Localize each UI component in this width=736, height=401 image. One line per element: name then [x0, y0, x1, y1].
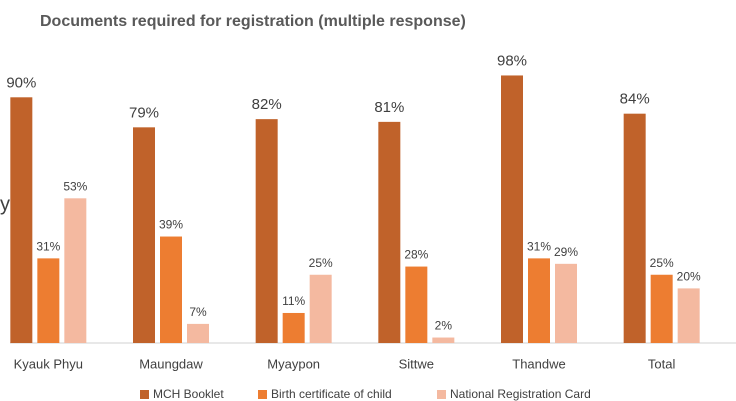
bar [555, 263, 577, 343]
bar [378, 121, 401, 344]
data-label: 11% [282, 294, 305, 308]
x-tick-label: Thandwe [512, 356, 565, 371]
bar [501, 75, 523, 344]
bar [160, 236, 182, 343]
legend-swatch [140, 390, 149, 399]
data-label: 31% [527, 240, 551, 254]
bar [187, 323, 209, 343]
bar [528, 258, 550, 343]
x-tick-label: Maungdaw [139, 356, 203, 371]
legend-label: MCH Booklet [153, 387, 224, 401]
chart-title: Documents required for registration (mul… [40, 13, 466, 30]
data-label: 53% [63, 179, 87, 193]
bar [282, 312, 305, 343]
data-label: 84% [620, 91, 650, 108]
x-tick-label: Kyauk Phyu [14, 356, 83, 371]
bar [37, 258, 60, 343]
x-tick-label: Total [648, 356, 676, 371]
bar [677, 288, 700, 343]
data-label: 39% [159, 218, 183, 232]
bar [650, 274, 673, 343]
legend-swatch [437, 390, 446, 399]
data-label: 29% [554, 245, 578, 259]
annotation: y [0, 193, 10, 215]
data-label: 81% [374, 99, 404, 116]
data-label: 7% [189, 305, 207, 319]
x-tick-label: Myaypon [267, 356, 320, 371]
bar [255, 119, 278, 343]
legend-label: Birth certificate of child [271, 387, 392, 401]
bar [405, 266, 428, 343]
data-label: 2% [435, 319, 453, 333]
data-label: 82% [252, 96, 282, 113]
bar [309, 274, 332, 343]
bar [623, 113, 646, 344]
x-tick-label: Sittwe [399, 356, 434, 371]
data-label: 98% [497, 52, 527, 69]
data-label: 25% [309, 256, 333, 270]
data-label: 90% [6, 74, 36, 91]
bar [133, 127, 155, 343]
data-label: 25% [650, 256, 674, 270]
data-label: 79% [129, 104, 159, 121]
data-label: 28% [404, 248, 428, 262]
data-label: 20% [677, 270, 701, 284]
legend-swatch [258, 390, 267, 399]
legend-label: National Registration Card [450, 387, 591, 401]
bar [432, 337, 455, 343]
bar [64, 198, 87, 343]
bar [10, 97, 33, 343]
data-label: 31% [36, 240, 60, 254]
